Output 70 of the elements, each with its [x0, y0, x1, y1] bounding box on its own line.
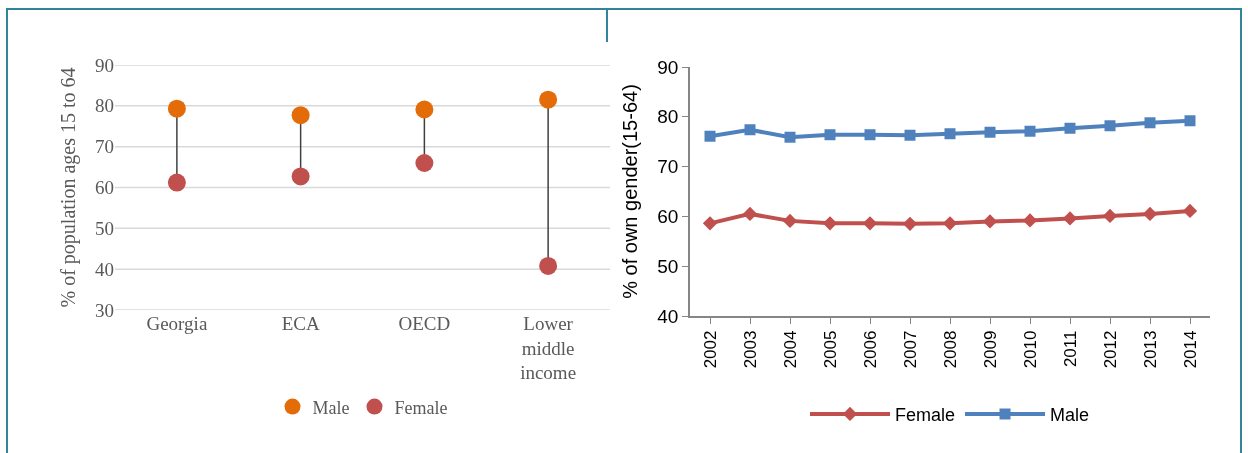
x-tick-label: 2002	[700, 330, 720, 369]
point	[1022, 213, 1038, 228]
x-tick-label: 2013	[1140, 330, 1160, 369]
y-tick-label: 50	[657, 255, 679, 277]
x-tick-label: 2003	[740, 330, 760, 369]
y-tick-label: 80	[95, 95, 114, 117]
point	[864, 129, 876, 141]
legend-label: Male	[1050, 404, 1090, 425]
point	[862, 216, 878, 231]
x-tick-label: 2004	[780, 330, 800, 369]
point	[1184, 115, 1196, 127]
point	[902, 216, 918, 232]
y-tick-label: 90	[95, 54, 114, 76]
legend-label: Male	[312, 397, 350, 418]
point	[704, 130, 716, 142]
y-tick-label: 40	[657, 305, 679, 327]
y-tick-label: 60	[657, 206, 679, 228]
point	[167, 99, 186, 118]
point	[1062, 211, 1078, 226]
y-tick-label: 50	[95, 217, 114, 239]
point	[1142, 206, 1158, 222]
y-tick-label: 30	[95, 299, 114, 321]
x-tick-label: ECA	[281, 313, 320, 334]
point	[984, 126, 996, 138]
y-tick-label: 40	[95, 258, 114, 280]
x-tick-label: Lower middle income	[520, 313, 577, 384]
x-tick-label: OECD	[398, 313, 451, 334]
point	[824, 129, 836, 141]
point	[702, 216, 718, 231]
point	[982, 214, 998, 229]
x-tick-label: 2014	[1180, 330, 1200, 369]
point	[782, 213, 798, 229]
x-tick-label: 2012	[1100, 330, 1120, 369]
point	[904, 129, 916, 141]
point	[822, 216, 838, 231]
x-tick-label: 2006	[860, 330, 880, 369]
x-tick-label: Georgia	[146, 313, 208, 334]
y-tick-label: 80	[657, 106, 679, 128]
point	[1064, 122, 1076, 134]
point	[415, 154, 434, 172]
legend-label: Female	[895, 404, 956, 425]
point	[539, 256, 558, 275]
point	[291, 106, 310, 125]
x-tick-label: 2011	[1060, 330, 1080, 368]
point	[415, 100, 434, 119]
point	[942, 216, 958, 231]
x-tick-label: 2007	[900, 330, 920, 369]
point	[1182, 203, 1198, 219]
y-tick-label: 60	[95, 177, 114, 199]
y-tick-label: 90	[657, 56, 679, 78]
point	[291, 167, 310, 186]
x-tick-label: 2009	[980, 330, 1000, 369]
point	[539, 90, 558, 109]
x-tick-label: 2008	[940, 330, 960, 369]
point	[1102, 208, 1118, 224]
y-tick-label: 70	[95, 136, 114, 158]
point	[1104, 120, 1116, 132]
point	[784, 131, 796, 143]
x-tick-label: 2010	[1020, 330, 1040, 369]
point	[742, 206, 758, 222]
point	[1024, 125, 1036, 137]
legend-label: Female	[394, 397, 448, 418]
point	[944, 128, 956, 140]
x-tick-label: 2005	[820, 330, 840, 369]
y-axis-title: % of own gender(15-64)	[619, 84, 642, 299]
y-tick-label: 70	[657, 156, 679, 178]
point	[167, 173, 186, 192]
point	[1144, 117, 1156, 129]
point	[744, 124, 756, 136]
y-axis-title: % of population ages 15 to 64	[56, 67, 80, 308]
